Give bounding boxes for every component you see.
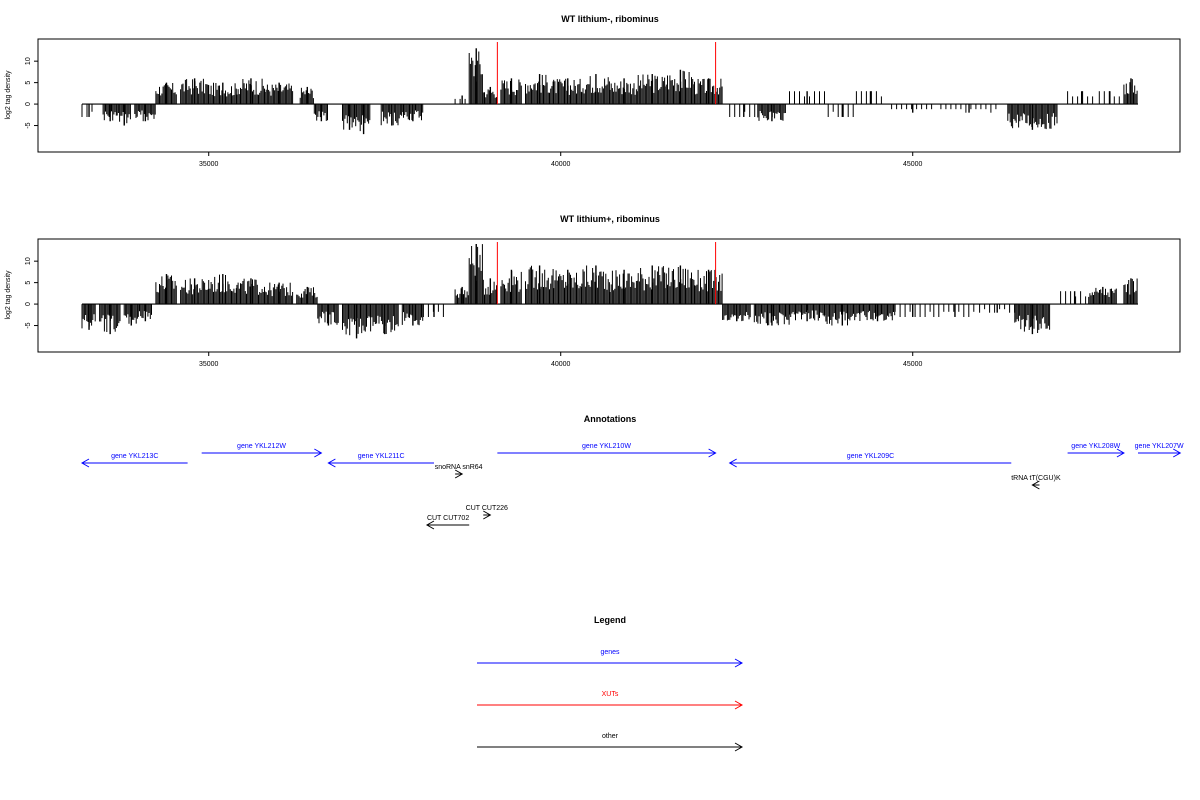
y-tick-label: -5 <box>25 322 32 328</box>
arrowhead-icon <box>734 658 744 668</box>
arrowhead-icon <box>327 458 336 468</box>
plot-frame <box>37 38 1181 153</box>
legend-title: Legend <box>594 615 626 625</box>
annotations-title: Annotations <box>584 414 637 424</box>
arrowhead-icon <box>734 700 744 710</box>
y-tick-label: 10 <box>25 57 32 65</box>
legend-label: other <box>602 733 619 740</box>
arrowhead-icon <box>708 448 717 458</box>
feature-label: gene YKL213C <box>111 453 158 460</box>
feature-label: snoRNA snR64 <box>435 464 483 471</box>
feature-label: gene YKL209C <box>847 453 894 460</box>
x-tick-label: 35000 <box>199 361 219 368</box>
y-tick-label: 0 <box>25 302 32 306</box>
legend-label: XUTs <box>602 691 619 698</box>
coverage-panel-lithium-minus: WT lithium-, ribominus log2 tag density … <box>5 14 1181 168</box>
y-tick-label: -5 <box>25 122 32 128</box>
y-axis-label: log2 tag density <box>5 270 12 320</box>
arrowhead-icon <box>483 510 492 520</box>
legend-label: genes <box>600 649 620 656</box>
feature-label: tRNA tT(CGU)K <box>1011 475 1061 482</box>
arrowhead-icon <box>1031 480 1040 490</box>
x-tick-label: 45000 <box>903 161 923 168</box>
feature-label: gene YKL208W <box>1071 443 1120 450</box>
y-tick-label: 10 <box>25 257 32 265</box>
x-tick-label: 40000 <box>551 361 571 368</box>
panel-title: WT lithium+, ribominus <box>560 214 660 224</box>
x-tick-label: 45000 <box>903 361 923 368</box>
plot-frame <box>37 238 1181 353</box>
panel-title: WT lithium-, ribominus <box>561 14 659 24</box>
arrowhead-icon <box>425 520 435 530</box>
arrowhead-icon <box>1172 448 1182 458</box>
arrowhead-icon <box>314 448 323 458</box>
y-tick-label: 5 <box>25 81 32 85</box>
feature-label: CUT CUT226 <box>466 505 508 512</box>
feature-label: gene YKL212W <box>237 443 286 450</box>
annotations-track: Annotations gene YKL213C gene YKL212W gene… <box>80 414 1184 530</box>
arrowhead-icon <box>734 742 744 752</box>
y-axis-label: log2 tag density <box>5 70 12 120</box>
arrowhead-icon <box>80 458 90 468</box>
x-tick-label: 40000 <box>551 161 571 168</box>
coverage-panel-lithium-plus: WT lithium+, ribominus log2 tag density … <box>5 214 1181 368</box>
y-tick-label: 5 <box>25 281 32 285</box>
x-tick-label: 35000 <box>199 161 219 168</box>
legend: Legend genes XUTs other <box>477 615 744 752</box>
arrowhead-icon <box>728 458 737 468</box>
feature-label: CUT CUT702 <box>427 515 469 522</box>
feature-label: gene YKL210W <box>582 443 631 450</box>
feature-label: gene YKL211C <box>358 453 405 460</box>
arrowhead-icon <box>1116 448 1125 458</box>
feature-label: gene YKL207W <box>1135 443 1184 450</box>
y-tick-label: 0 <box>25 102 32 106</box>
arrowhead-icon <box>454 469 464 479</box>
